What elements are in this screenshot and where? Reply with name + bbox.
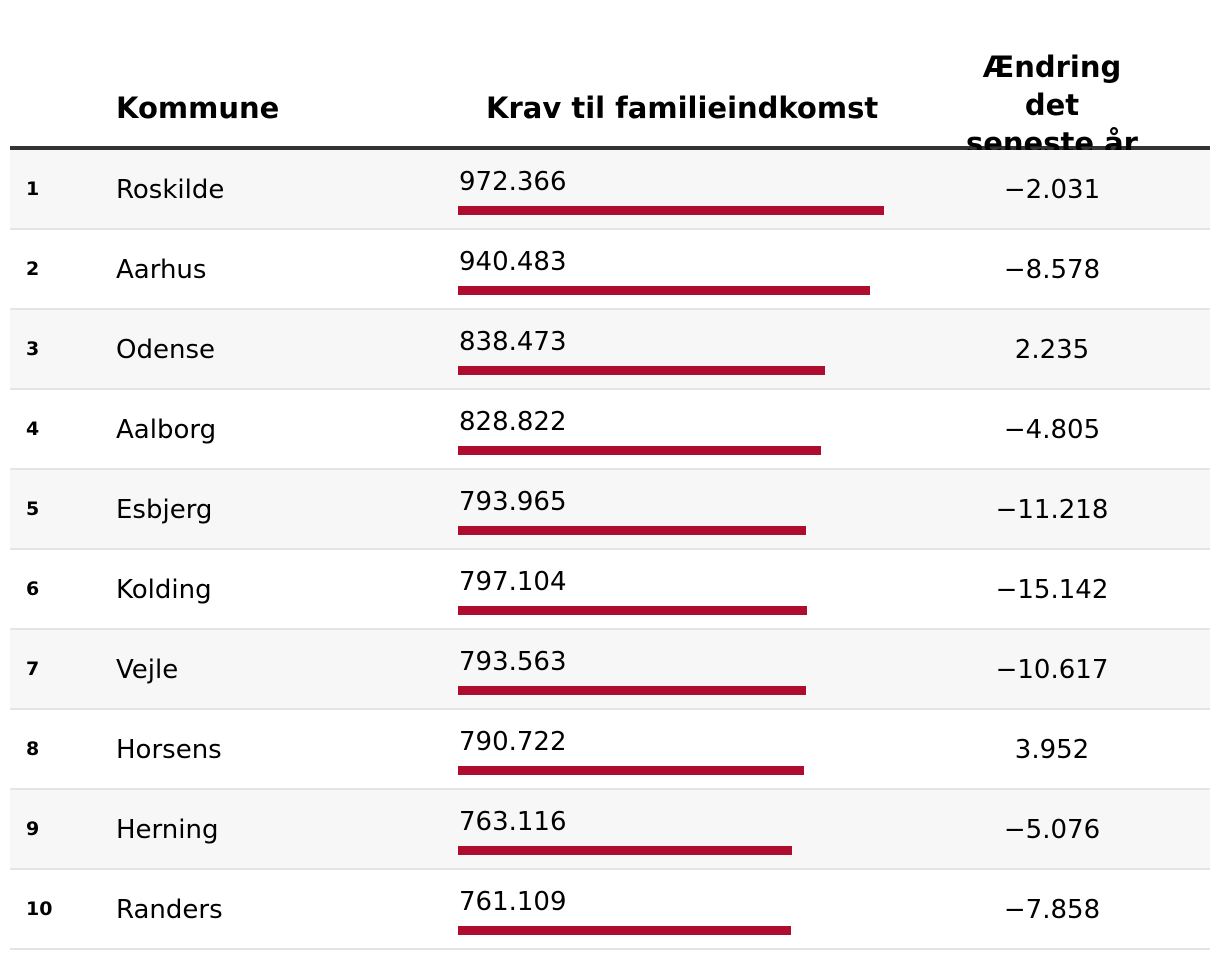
row-rank: 8 — [26, 738, 40, 760]
row-change: −4.805 — [1003, 415, 1101, 445]
row-kommune: Horsens — [116, 735, 222, 765]
table-row: 1 Roskilde 972.366 −2.031 — [10, 150, 1210, 230]
row-change: −2.031 — [1003, 175, 1101, 205]
income-bar — [458, 366, 825, 375]
table-row: 6 Kolding 797.104 −15.142 — [10, 550, 1210, 630]
income-bar — [458, 446, 821, 455]
bar-cell: 838.473 — [458, 310, 898, 388]
table-body: 1 Roskilde 972.366 −2.031 2 Aarhus 940.483 −8.5… — [10, 150, 1210, 950]
bar-cell: 940.483 — [458, 230, 898, 308]
row-rank: 3 — [26, 338, 40, 360]
row-kommune: Esbjerg — [116, 495, 213, 525]
bar-value-label: 838.473 — [459, 327, 567, 357]
row-change: −11.218 — [995, 495, 1109, 525]
row-kommune: Odense — [116, 335, 215, 365]
row-kommune: Aalborg — [116, 415, 217, 445]
row-rank: 1 — [26, 178, 40, 200]
bar-cell: 793.563 — [458, 630, 898, 708]
bar-value-label: 940.483 — [459, 247, 567, 277]
row-rank: 2 — [26, 258, 40, 280]
bar-cell: 761.109 — [458, 870, 898, 948]
row-change: −8.578 — [1003, 255, 1101, 285]
row-change: −7.858 — [1003, 895, 1101, 925]
table-row: 2 Aarhus 940.483 −8.578 — [10, 230, 1210, 310]
income-bar — [458, 606, 807, 615]
row-kommune: Vejle — [116, 655, 179, 685]
income-bar — [458, 526, 806, 535]
row-rank: 4 — [26, 418, 40, 440]
row-rank: 7 — [26, 658, 40, 680]
header-change: Ændring det seneste år — [965, 50, 1138, 160]
bar-value-label: 797.104 — [459, 567, 567, 597]
income-bar — [458, 766, 804, 775]
row-rank: 6 — [26, 578, 40, 600]
row-change: 2.235 — [1014, 335, 1090, 365]
bar-cell: 828.822 — [458, 390, 898, 468]
row-kommune: Kolding — [116, 575, 212, 605]
bar-value-label: 761.109 — [459, 887, 567, 917]
bar-cell: 763.116 — [458, 790, 898, 868]
row-change: −5.076 — [1003, 815, 1101, 845]
bar-value-label: 790.722 — [459, 727, 567, 757]
row-rank: 5 — [26, 498, 40, 520]
row-rank: 10 — [26, 898, 53, 920]
row-change: −15.142 — [995, 575, 1109, 605]
bar-value-label: 763.116 — [459, 807, 567, 837]
table-row: 4 Aalborg 828.822 −4.805 — [10, 390, 1210, 470]
bar-cell: 972.366 — [458, 150, 898, 228]
header-krav: Krav til familieindkomst — [486, 91, 879, 125]
income-bar — [458, 686, 806, 695]
table-row: 9 Herning 763.116 −5.076 — [10, 790, 1210, 870]
header-kommune: Kommune — [116, 91, 280, 125]
table-row: 7 Vejle 793.563 −10.617 — [10, 630, 1210, 710]
income-bar — [458, 286, 870, 295]
bar-cell: 797.104 — [458, 550, 898, 628]
table-row: 5 Esbjerg 793.965 −11.218 — [10, 470, 1210, 550]
row-change: 3.952 — [1014, 735, 1090, 765]
bar-value-label: 793.563 — [459, 647, 567, 677]
row-change: −10.617 — [995, 655, 1109, 685]
row-rank: 9 — [26, 818, 40, 840]
income-bar — [458, 846, 792, 855]
income-table: Kommune Krav til familieindkomst Ændring… — [10, 0, 1210, 950]
row-kommune: Randers — [116, 895, 223, 925]
row-kommune: Aarhus — [116, 255, 207, 285]
bar-cell: 793.965 — [458, 470, 898, 548]
income-bar — [458, 926, 791, 935]
row-kommune: Roskilde — [116, 175, 225, 205]
table-row: 8 Horsens 790.722 3.952 — [10, 710, 1210, 790]
table-row: 3 Odense 838.473 2.235 — [10, 310, 1210, 390]
bar-value-label: 972.366 — [459, 167, 567, 197]
table-row: 10 Randers 761.109 −7.858 — [10, 870, 1210, 950]
income-bar — [458, 206, 884, 215]
bar-value-label: 828.822 — [459, 407, 567, 437]
bar-cell: 790.722 — [458, 710, 898, 788]
table-header: Kommune Krav til familieindkomst Ændring… — [10, 0, 1210, 160]
row-kommune: Herning — [116, 815, 219, 845]
bar-value-label: 793.965 — [459, 487, 567, 517]
